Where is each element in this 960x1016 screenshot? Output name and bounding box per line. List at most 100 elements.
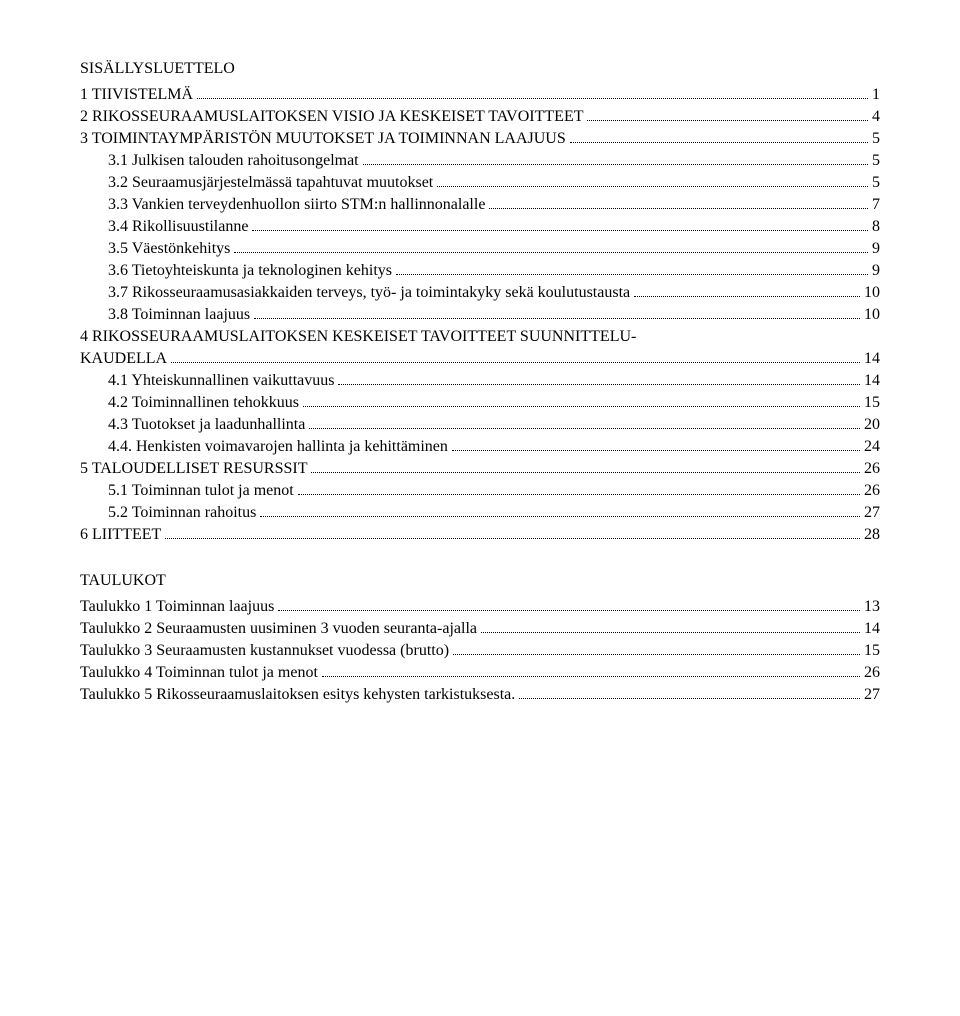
toc-entry-label: 4 RIKOSSEURAAMUSLAITOKSEN KESKEISET TAVO…	[80, 328, 636, 346]
toc-entry-label: 4.3 Tuotokset ja laadunhallinta	[108, 416, 305, 434]
toc-entry: Taulukko 5 Rikosseuraamuslaitoksen esity…	[80, 686, 880, 704]
tables-list: Taulukko 1 Toiminnan laajuus 13 Taulukko 2…	[80, 598, 880, 704]
toc-dots	[481, 632, 860, 633]
toc-entry-page: 28	[864, 526, 880, 544]
toc-dots	[252, 230, 868, 231]
toc-entry-label: 3.3 Vankien terveydenhuollon siirto STM:…	[108, 196, 485, 214]
toc-entry-label: 2 RIKOSSEURAAMUSLAITOKSEN VISIO JA KESKE…	[80, 108, 583, 126]
toc-entry-label: Taulukko 2 Seuraamusten uusiminen 3 vuod…	[80, 620, 477, 638]
toc-entry-label: 5 TALOUDELLISET RESURSSIT	[80, 460, 307, 478]
toc-entry-page: 5	[872, 152, 880, 170]
toc-entry-page: 10	[864, 306, 880, 324]
toc-entry-label: Taulukko 5 Rikosseuraamuslaitoksen esity…	[80, 686, 515, 704]
toc-entry-page: 1	[872, 86, 880, 104]
toc-dots	[453, 654, 860, 655]
toc-dots	[171, 362, 860, 363]
toc-entry-page: 24	[864, 438, 880, 456]
toc-dots	[396, 274, 868, 275]
tables-title: TAULUKOT	[80, 572, 880, 590]
toc-entry: 3.4 Rikollisuustilanne 8	[80, 218, 880, 236]
toc-dots	[311, 472, 860, 473]
toc-entry-label: 3.1 Julkisen talouden rahoitusongelmat	[108, 152, 359, 170]
toc-entry-label: 3.4 Rikollisuustilanne	[108, 218, 248, 236]
toc-entry: 1 TIIVISTELMÄ 1	[80, 86, 880, 104]
toc-entry: 3.3 Vankien terveydenhuollon siirto STM:…	[80, 196, 880, 214]
toc-entry: 4.1 Yhteiskunnallinen vaikuttavuus 14	[80, 372, 880, 390]
toc-entry-page: 5	[872, 174, 880, 192]
toc-entry-label: 3.2 Seuraamusjärjestelmässä tapahtuvat m…	[108, 174, 433, 192]
toc-dots	[298, 494, 860, 495]
toc-title: SISÄLLYSLUETTELO	[80, 60, 880, 78]
toc-dots	[570, 142, 868, 143]
toc-dots	[303, 406, 860, 407]
toc-entry-label: Taulukko 1 Toiminnan laajuus	[80, 598, 274, 616]
toc-entry: 5.1 Toiminnan tulot ja menot 26	[80, 482, 880, 500]
toc-entry-label: 3.5 Väestönkehitys	[108, 240, 230, 258]
toc-entry-page: 27	[864, 504, 880, 522]
toc-entry: Taulukko 2 Seuraamusten uusiminen 3 vuod…	[80, 620, 880, 638]
toc-dots	[309, 428, 860, 429]
toc-entry-label: 3.6 Tietoyhteiskunta ja teknologinen keh…	[108, 262, 392, 280]
toc-dots	[197, 98, 868, 99]
toc-dots	[634, 296, 860, 297]
toc-dots	[254, 318, 860, 319]
toc-entry: Taulukko 3 Seuraamusten kustannukset vuo…	[80, 642, 880, 660]
toc-entry: 3.5 Väestönkehitys9	[80, 240, 880, 258]
toc-entry: 3.7 Rikosseuraamusasiakkaiden terveys, t…	[80, 284, 880, 302]
toc-entry: Taulukko 1 Toiminnan laajuus 13	[80, 598, 880, 616]
toc-entry-page: 13	[864, 598, 880, 616]
toc-entry-page: 14	[864, 372, 880, 390]
toc-entry-label: 4.4. Henkisten voimavarojen hallinta ja …	[108, 438, 448, 456]
toc-entry: 3.8 Toiminnan laajuus 10	[80, 306, 880, 324]
toc-dots	[452, 450, 860, 451]
toc-dots	[363, 164, 868, 165]
toc-entry: 4.4. Henkisten voimavarojen hallinta ja …	[80, 438, 880, 456]
toc-entry-label: 3 TOIMINTAYMPÄRISTÖN MUUTOKSET JA TOIMIN…	[80, 130, 566, 148]
toc-entry-page: 14	[864, 350, 880, 368]
toc-entry-page: 4	[872, 108, 880, 126]
toc-entry-page: 7	[872, 196, 880, 214]
toc-entry: 6 LIITTEET 28	[80, 526, 880, 544]
toc-entry-label: 4.1 Yhteiskunnallinen vaikuttavuus	[108, 372, 334, 390]
toc-entry-page: 26	[864, 664, 880, 682]
toc-dots	[165, 538, 860, 539]
toc-list: 1 TIIVISTELMÄ 1 2 RIKOSSEURAAMUSLAITOKSEN …	[80, 86, 880, 544]
toc-dots	[234, 252, 868, 253]
toc-entry: 5.2 Toiminnan rahoitus 27	[80, 504, 880, 522]
toc-entry-page: 15	[864, 394, 880, 412]
toc-entry-label: 3.8 Toiminnan laajuus	[108, 306, 250, 324]
toc-entry-label: KAUDELLA	[80, 350, 167, 368]
toc-entry-label: Taulukko 4 Toiminnan tulot ja menot	[80, 664, 318, 682]
toc-entry-label: 1 TIIVISTELMÄ	[80, 86, 193, 104]
toc-dots	[587, 120, 868, 121]
toc-entry-label: 5.1 Toiminnan tulot ja menot	[108, 482, 294, 500]
toc-dots	[489, 208, 868, 209]
toc-entry-page: 10	[864, 284, 880, 302]
toc-entry-label: 5.2 Toiminnan rahoitus	[108, 504, 256, 522]
toc-entry: 4.3 Tuotokset ja laadunhallinta 20	[80, 416, 880, 434]
toc-entry-page: 8	[872, 218, 880, 236]
toc-entry-label: 6 LIITTEET	[80, 526, 161, 544]
toc-dots	[260, 516, 860, 517]
toc-entry: 3.6 Tietoyhteiskunta ja teknologinen keh…	[80, 262, 880, 280]
toc-entry-page: 26	[864, 460, 880, 478]
toc-entry-page: 26	[864, 482, 880, 500]
toc-dots	[278, 610, 860, 611]
toc-entry-label: Taulukko 3 Seuraamusten kustannukset vuo…	[80, 642, 449, 660]
toc-dots	[437, 186, 868, 187]
toc-entry-label: 4.2 Toiminnallinen tehokkuus	[108, 394, 299, 412]
toc-dots	[338, 384, 860, 385]
toc-entry-page: 14	[864, 620, 880, 638]
toc-entry: 4.2 Toiminnallinen tehokkuus 15	[80, 394, 880, 412]
toc-entry-page: 20	[864, 416, 880, 434]
toc-entry: 3.2 Seuraamusjärjestelmässä tapahtuvat m…	[80, 174, 880, 192]
toc-entry: 5 TALOUDELLISET RESURSSIT 26	[80, 460, 880, 478]
toc-entry-label: 3.7 Rikosseuraamusasiakkaiden terveys, t…	[108, 284, 630, 302]
toc-entry: 4 RIKOSSEURAAMUSLAITOKSEN KESKEISET TAVO…	[80, 328, 880, 346]
toc-entry: 2 RIKOSSEURAAMUSLAITOKSEN VISIO JA KESKE…	[80, 108, 880, 126]
toc-entry-page: 5	[872, 130, 880, 148]
toc-entry: KAUDELLA 14	[80, 350, 880, 368]
toc-dots	[519, 698, 860, 699]
toc-entry-page: 15	[864, 642, 880, 660]
toc-entry: Taulukko 4 Toiminnan tulot ja menot 26	[80, 664, 880, 682]
